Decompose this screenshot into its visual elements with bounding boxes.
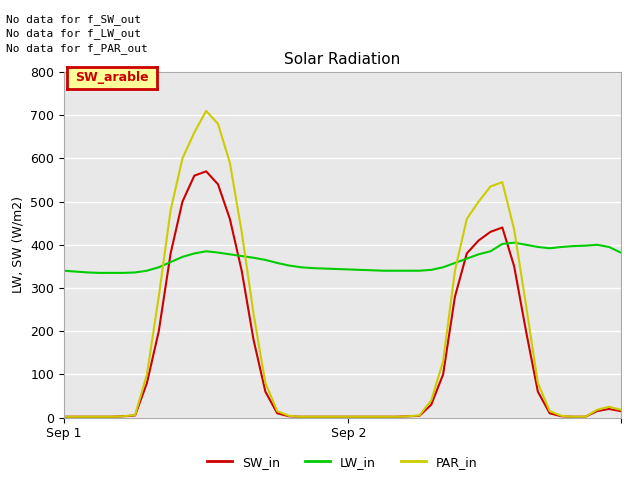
Text: SW_arable: SW_arable: [75, 72, 149, 84]
Legend: SW_in, LW_in, PAR_in: SW_in, LW_in, PAR_in: [202, 451, 483, 474]
Text: No data for f_SW_out
No data for f_LW_out
No data for f_PAR_out: No data for f_SW_out No data for f_LW_ou…: [6, 14, 148, 53]
Y-axis label: LW, SW (W/m2): LW, SW (W/m2): [12, 196, 25, 293]
Title: Solar Radiation: Solar Radiation: [284, 52, 401, 67]
